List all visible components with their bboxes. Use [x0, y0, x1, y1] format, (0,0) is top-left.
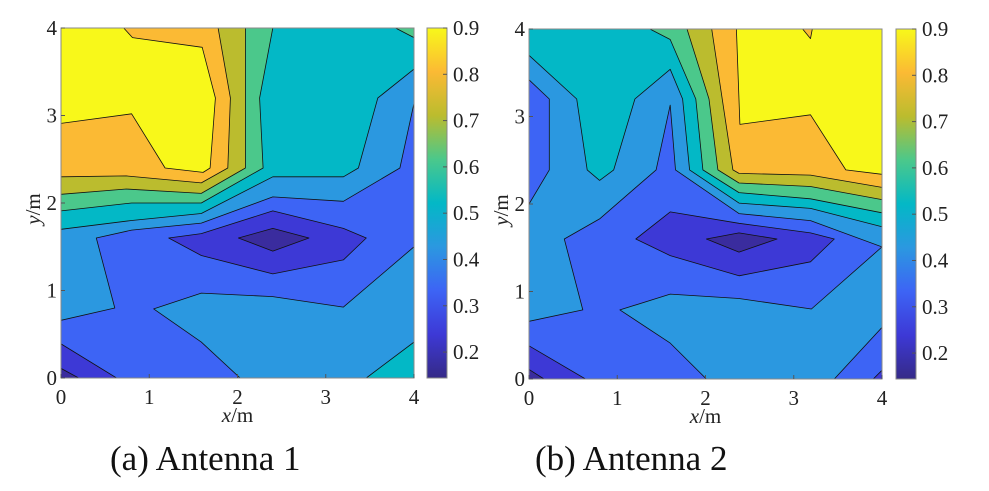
colorbar-tick-label: 0.2 [453, 340, 479, 364]
x-tick-label: 4 [409, 385, 420, 409]
colorbar-tick-label: 0.7 [453, 109, 479, 133]
y-tick-label: 1 [47, 279, 58, 303]
colorbar-tick-label: 0.7 [922, 110, 948, 134]
contour-region [61, 343, 117, 378]
contour-region [237, 227, 310, 252]
contour-region [61, 28, 216, 173]
panel-antenna-1: (a) Antenna 1 0 1 2 3 4 0 1 2 3 4 x/m y/m 0.2 0.3 0.4 0… [21, 16, 480, 478]
y-tick-label: 0 [515, 367, 526, 391]
colorbar [895, 28, 917, 380]
contour-region [872, 369, 882, 379]
caption: (a) Antenna 1 [110, 439, 300, 478]
contour-region [706, 232, 778, 253]
y-tick-label: 2 [515, 192, 526, 216]
contour-region [395, 28, 414, 38]
colorbar-tick-label: 0.8 [453, 62, 479, 86]
x-tick-label: 0 [524, 386, 535, 410]
x-tick-label: 1 [144, 385, 155, 409]
x-axis-label: x/m [221, 403, 254, 427]
colorbar-tick-label: 0.9 [453, 16, 479, 40]
colorbar-tick-label: 0.3 [453, 294, 479, 318]
x-tick-label: 0 [56, 385, 67, 409]
contour-plot-area [529, 29, 882, 379]
x-tick-label: 3 [321, 385, 332, 409]
contour-region [153, 246, 414, 378]
y-tick-label: 4 [47, 16, 58, 40]
x-tick-label: 2 [232, 385, 243, 409]
x-tick-label: 2 [700, 386, 711, 410]
contour-region [529, 368, 545, 379]
y-tick-label: 3 [515, 105, 526, 129]
y-tick-label: 0 [47, 366, 58, 390]
colorbar-tick-label: 0.8 [922, 63, 948, 87]
y-tick-label: 4 [515, 17, 526, 41]
colorbar-tick-label: 0.6 [922, 156, 948, 180]
y-axis-label: y/m [21, 193, 45, 227]
contour-plot-area [61, 28, 414, 378]
contour-region [736, 29, 882, 175]
y-tick-label: 2 [47, 191, 58, 215]
contour-region [365, 341, 414, 378]
x-axis-label: x/m [689, 404, 722, 428]
contour-region [619, 246, 882, 379]
colorbar [426, 27, 448, 379]
colorbar-tick-label: 0.5 [453, 201, 479, 225]
colorbar-tick-label: 0.3 [922, 295, 948, 319]
x-tick-label: 3 [789, 386, 800, 410]
x-tick-label: 1 [612, 386, 623, 410]
y-tick-label: 3 [47, 104, 58, 128]
contour-region [529, 345, 586, 379]
contour-region [802, 29, 813, 39]
y-tick-label: 1 [515, 280, 526, 304]
colorbar-tick-label: 0.6 [453, 155, 479, 179]
colorbar-tick-label: 0.2 [922, 341, 948, 365]
colorbar-tick-label: 0.5 [922, 202, 948, 226]
colorbar-tick-label: 0.4 [453, 247, 480, 271]
x-tick-label: 4 [877, 386, 888, 410]
y-axis-label: y/m [489, 194, 513, 228]
colorbar-tick-label: 0.4 [922, 248, 949, 272]
caption: (b) Antenna 2 [535, 439, 727, 478]
colorbar-tick-label: 0.9 [922, 17, 948, 41]
contour-region [61, 367, 80, 378]
panel-antenna-2: (b) Antenna 2 0 1 2 3 4 0 1 2 3 4 x/m y/m 0.2 0.3 0.4 0… [489, 17, 949, 478]
